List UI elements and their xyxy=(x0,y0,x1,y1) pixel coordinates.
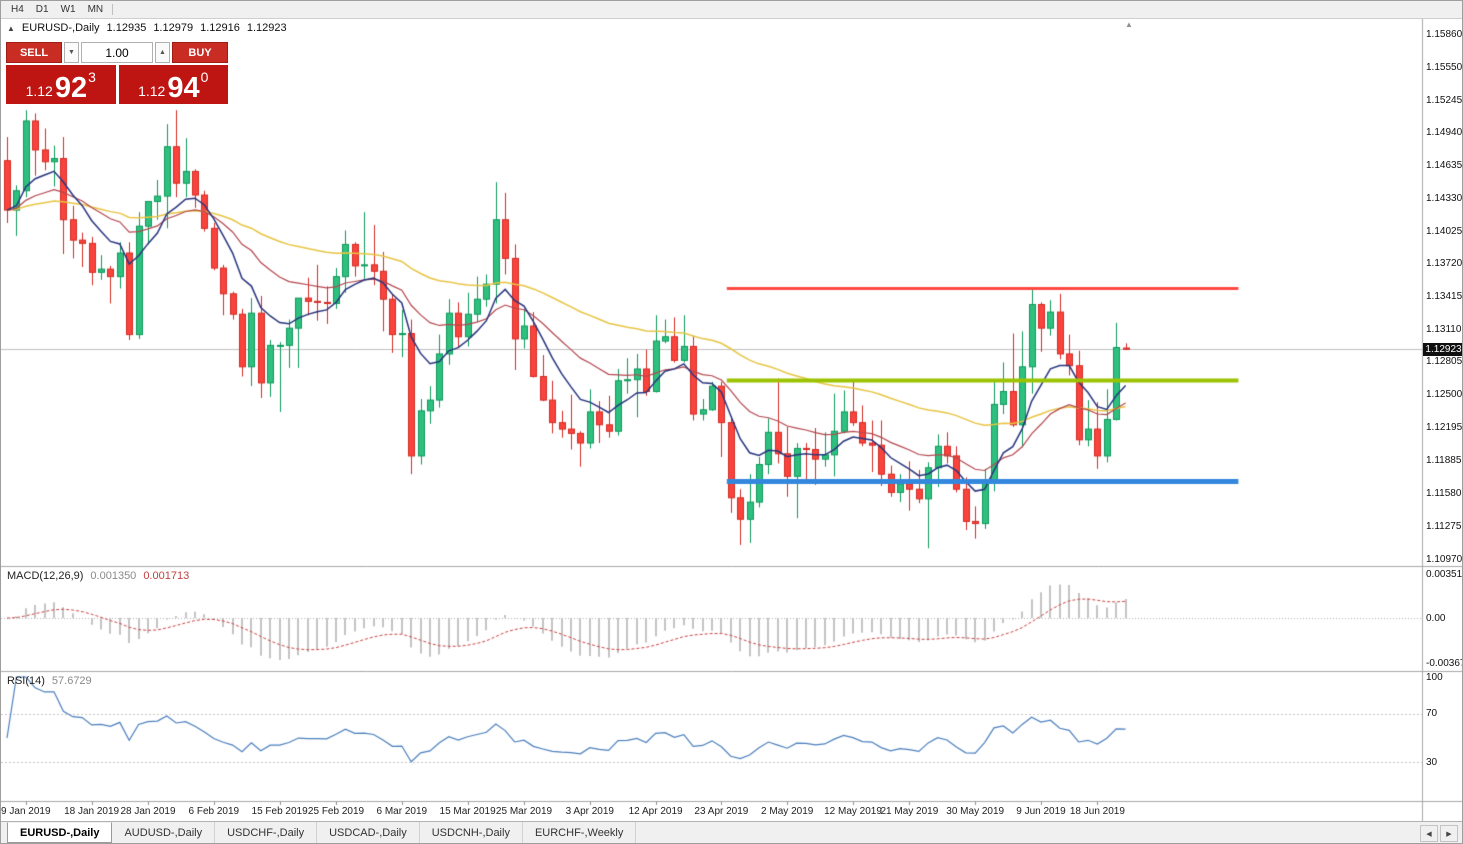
price-scale-label: 1.13110 xyxy=(1426,323,1462,335)
price-scale-label: 1.11885 xyxy=(1426,455,1462,467)
rsi-scale-label: 70 xyxy=(1426,708,1438,720)
rsi-scale-label: 30 xyxy=(1426,756,1438,768)
time-axis-label: 3 Apr 2019 xyxy=(565,806,614,817)
trade-panel-toggle-icon[interactable]: ▲ xyxy=(7,23,15,33)
price-scale-label: 1.15860 xyxy=(1426,28,1463,40)
sell-price-button[interactable]: 1.12 92 3 xyxy=(6,65,116,104)
time-axis-label: 21 May 2019 xyxy=(880,806,939,817)
timeframe-button-w1[interactable]: W1 xyxy=(60,4,76,15)
price-scale-label: 1.12805 xyxy=(1426,356,1463,368)
macd-value: 0.001350 xyxy=(90,570,137,582)
time-axis-label: 18 Jan 2019 xyxy=(64,806,120,817)
price-scale-label: 1.15245 xyxy=(1426,94,1463,106)
time-axis-label: 9 Jun 2019 xyxy=(1016,806,1066,817)
volume-increase-icon[interactable]: ▲ xyxy=(155,42,170,63)
chart-tab-eurchf-weekly[interactable]: EURCHF-,Weekly xyxy=(523,822,637,843)
timeframe-button-mn[interactable]: MN xyxy=(87,4,104,15)
price-scale-label: 1.11275 xyxy=(1426,520,1462,532)
time-axis-label: 9 Jan 2019 xyxy=(1,806,51,817)
price-scale-label: 1.14635 xyxy=(1426,160,1463,172)
rsi-indicator-label: RSI(14) 57.6729 xyxy=(7,675,92,687)
price-scale-label: 1.11580 xyxy=(1426,488,1462,499)
current-price-badge: 1.12923 xyxy=(1423,342,1462,356)
buy-big-figure: 1.12 xyxy=(138,83,166,99)
time-axis-label: 15 Feb 2019 xyxy=(251,806,308,817)
tab-scroll-left-icon[interactable]: ◀ xyxy=(1420,825,1438,842)
buy-pips: 94 xyxy=(167,72,200,105)
time-axis[interactable]: 9 Jan 2019 18 Jan 2019 28 Jan 2019 6 Feb 20… xyxy=(1,803,1422,820)
volume-input[interactable] xyxy=(81,42,153,63)
timeframe-button-d1[interactable]: D1 xyxy=(35,4,49,15)
sell-big-figure: 1.12 xyxy=(25,83,53,99)
ohlc-high: 1.12979 xyxy=(153,22,194,34)
time-axis-label: 28 Jan 2019 xyxy=(120,806,176,817)
price-scale-label: 1.14330 xyxy=(1426,192,1463,204)
ohlc-close: 1.12923 xyxy=(246,22,287,34)
rsi-value: 57.6729 xyxy=(51,675,92,687)
chart-shift-marker: ▲ xyxy=(1125,20,1133,29)
time-axis-label: 2 May 2019 xyxy=(761,806,814,817)
time-axis-label: 23 Apr 2019 xyxy=(694,806,749,817)
buy-price-button[interactable]: 1.12 94 0 xyxy=(118,65,228,105)
rsi-name: RSI(14) xyxy=(7,675,45,687)
time-axis-label: 25 Mar 2019 xyxy=(495,806,553,817)
time-axis-label: 6 Mar 2019 xyxy=(376,806,428,817)
macd-name: MACD(12,26,9) xyxy=(7,570,84,582)
time-axis-label: 12 May 2019 xyxy=(824,806,882,817)
tab-scroll-right-icon[interactable]: ▶ xyxy=(1440,825,1458,842)
macd-scale-label: 0.003518 xyxy=(1426,568,1463,580)
ohlc-low: 1.12916 xyxy=(200,22,240,34)
chart-tab-eurusd-daily[interactable]: EURUSD-,Daily xyxy=(7,822,113,843)
sell-pips: 92 xyxy=(54,72,88,105)
price-scale[interactable]: 1.15860 1.15550 1.15245 1.14940 1.14635 1.143… xyxy=(1423,18,1463,824)
sell-button[interactable]: SELL xyxy=(6,42,62,63)
price-scale-label: 1.15550 xyxy=(1426,61,1463,73)
time-axis-label: 30 May 2019 xyxy=(946,806,1005,817)
price-scale-label: 1.13415 xyxy=(1426,291,1463,302)
price-scale-label: 1.12500 xyxy=(1426,389,1463,401)
chart-tab-usdcnh-daily[interactable]: USDCNH-,Daily xyxy=(420,822,523,843)
rsi-scale-label: 100 xyxy=(1426,671,1443,683)
buy-point: 0 xyxy=(200,69,209,85)
chart-canvas[interactable] xyxy=(1,18,1462,824)
chart-tab-usdcad-daily[interactable]: USDCAD-,Daily xyxy=(317,822,420,843)
timeframe-toolbar: H4 D1 W1 MN xyxy=(1,1,1462,19)
time-axis-label: 15 Mar 2019 xyxy=(439,806,496,817)
chart-tab-audusd-daily[interactable]: AUDUSD-,Daily xyxy=(112,822,216,843)
price-scale-label: 1.12195 xyxy=(1426,421,1463,433)
chart-ohlc-info: ▲ EURUSD-,Daily 1.12935 1.12979 1.12916 … xyxy=(7,22,287,34)
tab-scroll-controls: ◀ ▶ xyxy=(1420,825,1458,842)
macd-scale-label: 0.00 xyxy=(1426,612,1446,624)
time-axis-label: 18 Jun 2019 xyxy=(1069,806,1125,817)
timeframe-button-h4[interactable]: H4 xyxy=(11,4,24,15)
ohlc-open: 1.12935 xyxy=(106,22,147,34)
chart-tabbar: EURUSD-,Daily AUDUSD-,Daily USDCHF-,Daily U… xyxy=(1,821,1462,843)
price-scale-label: 1.14940 xyxy=(1426,127,1463,139)
volume-decrease-icon[interactable]: ▼ xyxy=(64,42,79,63)
macd-scale-label: -0.00367 xyxy=(1426,658,1463,670)
price-scale-label: 1.14025 xyxy=(1426,225,1463,237)
sell-point: 3 xyxy=(88,69,96,85)
chart-tab-usdchf-daily[interactable]: USDCHF-,Daily xyxy=(215,822,318,843)
price-scale-label: 1.13720 xyxy=(1426,258,1463,270)
chart-symbol-period: EURUSD-,Daily xyxy=(21,22,100,34)
price-scale-label: 1.10970 xyxy=(1426,553,1463,565)
toolbar-separator xyxy=(112,4,114,15)
macd-indicator-label: MACD(12,26,9) 0.001350 0.001713 xyxy=(7,570,189,582)
time-axis-label: 12 Apr 2019 xyxy=(628,806,683,817)
time-axis-label: 6 Feb 2019 xyxy=(188,806,240,817)
time-axis-label: 25 Feb 2019 xyxy=(307,806,365,817)
buy-button[interactable]: BUY xyxy=(172,42,228,63)
macd-signal-value: 0.001713 xyxy=(143,570,190,582)
